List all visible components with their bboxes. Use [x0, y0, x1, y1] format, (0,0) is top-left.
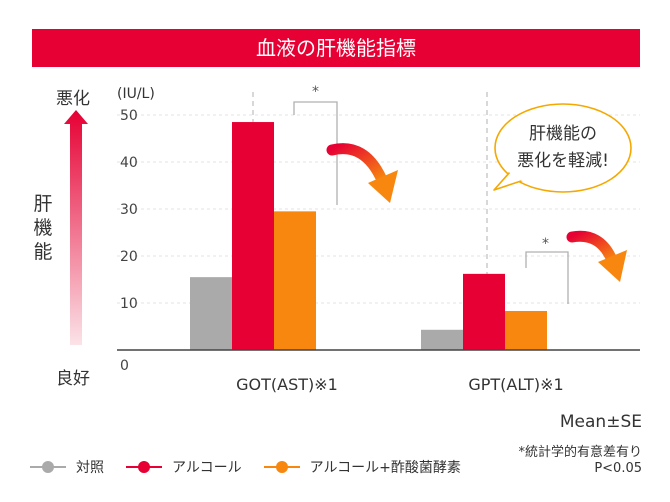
significance-bracket-gpt: [525, 251, 569, 304]
callout-line-2: 悪化を軽減!: [517, 151, 609, 171]
y-tick-label: 0: [120, 358, 129, 374]
decrease-arrow-gpt-icon: [566, 230, 627, 282]
bar-got-series-0: [190, 277, 232, 350]
significance-mark-gpt: *: [542, 236, 549, 252]
legend-marker-alcohol-icon: [126, 461, 162, 473]
x-category-label: GPT(ALT)※1: [468, 375, 563, 394]
chart-title: 血液の肝機能指標: [32, 29, 640, 67]
p-value-note: P<0.05: [594, 461, 642, 476]
legend-marker-combo-icon: [263, 461, 300, 473]
x-labels: GOT(AST)※1 GPT(ALT)※1: [236, 375, 564, 394]
significance-mark-got: *: [312, 84, 319, 100]
y-tick-label: 30: [120, 202, 138, 218]
bar-gpt-series-1: [463, 273, 505, 350]
y-tick-label: 40: [120, 155, 138, 171]
mean-se-note: Mean±SE: [559, 412, 642, 432]
legend-item-control: 対照: [30, 457, 104, 477]
decrease-arrow-got-icon: [326, 143, 398, 203]
liver-char-1: 肝: [33, 193, 53, 215]
x-category-label: GOT(AST)※1: [236, 375, 338, 394]
legend-item-combo: アルコール+酢酸菌酵素: [263, 457, 461, 477]
legend-marker-control-icon: [30, 461, 66, 473]
better-label: 良好: [56, 369, 90, 389]
y-tick-label: 50: [120, 108, 138, 124]
bar-got-series-1: [232, 122, 274, 350]
y-tick-label: 20: [120, 249, 138, 265]
bar-got-series-2: [274, 211, 316, 350]
significance-note: *統計学的有意差有り: [518, 445, 642, 460]
y-axis-unit: (IU/L): [117, 86, 155, 102]
legend-label-alcohol: アルコール: [172, 460, 242, 476]
liver-char-3: 能: [33, 241, 53, 263]
bar-gpt-series-0: [421, 329, 463, 350]
worse-label: 悪化: [56, 89, 90, 109]
liver-char-2: 機: [33, 217, 53, 239]
callout-line-1: 肝機能の: [529, 124, 597, 144]
legend-label-combo: アルコール+酢酸菌酵素: [309, 460, 461, 476]
y-tick-label: 10: [120, 296, 138, 312]
bars: [190, 122, 547, 350]
legend-item-alcohol: アルコール: [126, 457, 242, 477]
legend: 対照 アルコール アルコール+酢酸菌酵素: [30, 456, 483, 478]
legend-label-control: 対照: [76, 460, 104, 476]
scale-arrow-icon: [64, 110, 88, 345]
liver-function-label: 肝 機 能: [28, 192, 58, 264]
callout-bubble: 肝機能の 悪化を軽減!: [493, 103, 632, 193]
y-ticks: 0 10 20 30 40 50: [120, 108, 138, 374]
bar-gpt-series-2: [505, 310, 547, 350]
